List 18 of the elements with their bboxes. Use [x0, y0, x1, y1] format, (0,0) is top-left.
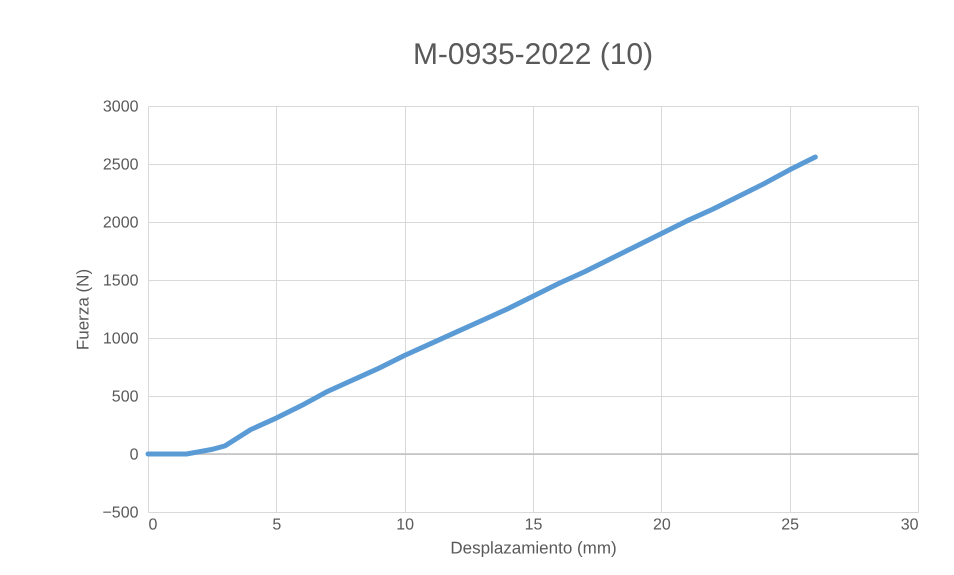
y-tick-label: 1500 [102, 272, 139, 290]
y-tick-label: 3000 [102, 98, 139, 116]
x-tick-label: 20 [652, 516, 671, 534]
x-tick-label: 30 [900, 516, 919, 534]
x-tick-label: 25 [781, 516, 800, 534]
y-tick-label: −500 [102, 504, 139, 522]
x-tick-label: 5 [272, 516, 282, 534]
y-tick-label: 2000 [102, 214, 139, 232]
x-tick-label: 0 [148, 516, 158, 534]
x-axis-title: Desplazamiento (mm) [450, 538, 617, 558]
chart-title: M-0935-2022 (10) [412, 38, 654, 71]
y-tick-label: 0 [130, 446, 139, 464]
y-tick-label: 1000 [102, 330, 139, 348]
y-tick-label: 500 [112, 388, 139, 406]
x-tick-label: 15 [524, 516, 542, 534]
x-tick-label: 10 [396, 516, 414, 534]
y-axis-title: Fuerza (N) [73, 268, 92, 350]
y-tick-label: 2500 [102, 156, 139, 174]
